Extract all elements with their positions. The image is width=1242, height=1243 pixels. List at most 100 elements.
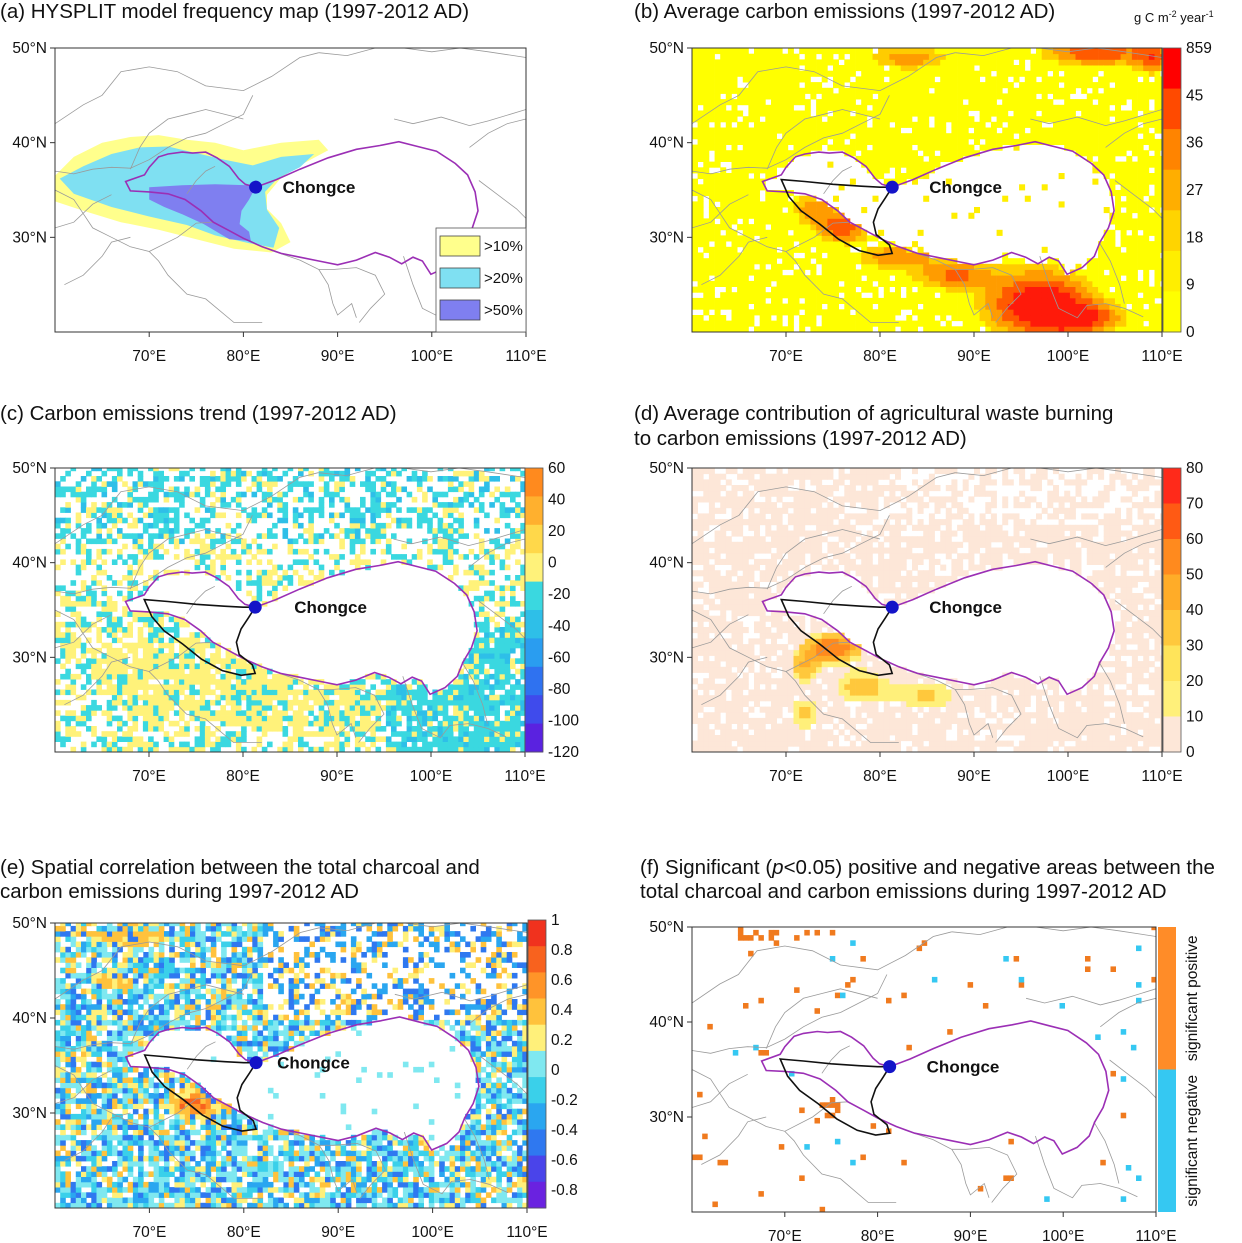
colorbar-segment [1163, 88, 1181, 130]
country-border [692, 1069, 897, 1203]
legend-label: >20% [484, 270, 523, 287]
site-label: Chongce [929, 178, 1002, 197]
lon-tick-label: 110°E [506, 1224, 547, 1241]
country-border [879, 657, 1022, 743]
country-border [64, 1112, 131, 1161]
legend-swatch [439, 267, 481, 289]
country-border [55, 194, 112, 229]
country-border [1100, 997, 1156, 1028]
country-border [242, 657, 385, 743]
colorbar-segment [528, 972, 546, 1000]
country-border [318, 1145, 358, 1194]
colorbar-segment [528, 1024, 546, 1052]
country-border [64, 656, 131, 706]
colorbar-tick-label: 20 [1186, 673, 1204, 690]
lon-tick-label: 80°E [861, 1228, 895, 1243]
country-border [701, 1116, 767, 1165]
colorbar-tick-label: 20 [548, 523, 566, 540]
colorbar-tick-label: 40 [548, 492, 566, 509]
country-border [55, 472, 319, 545]
country-border [318, 269, 357, 318]
map-frame [691, 926, 1157, 1213]
country-border [1098, 661, 1125, 724]
lon-tick-label: 90°E [957, 768, 991, 785]
colorbar-tick-label: 1 [551, 912, 560, 929]
country-border [1039, 256, 1144, 319]
colorbar-segment [528, 1077, 546, 1104]
country-border [394, 984, 527, 1002]
country-border [701, 236, 768, 286]
colorbar-tick-label: 9 [1186, 277, 1195, 294]
colorbar-tick-label: -100 [548, 712, 579, 729]
country-border [186, 585, 215, 615]
lon-tick-label: 110°E [1141, 348, 1182, 365]
lat-tick-label: 30°N [649, 1109, 684, 1126]
country-border [469, 118, 526, 148]
chongce-site-marker [885, 600, 899, 614]
lon-tick-label: 90°E [321, 1224, 355, 1241]
chongce-site-marker [249, 1056, 263, 1070]
colorbar-segment [1163, 574, 1181, 611]
country-border [461, 661, 488, 724]
colorbar-tick-label: 36 [1186, 135, 1203, 152]
lon-tick-label: 100°E [1047, 348, 1089, 365]
colorbar-tick-label: -0.6 [551, 1152, 578, 1169]
lat-tick-label: 50°N [649, 460, 684, 477]
significant-positive-label: significant positive [1184, 935, 1201, 1061]
lon-tick-label: 90°E [320, 768, 354, 785]
colorbar-segment [1163, 250, 1181, 292]
country-border [317, 689, 357, 738]
colorbar-segment [1163, 681, 1181, 717]
lat-tick-label: 50°N [12, 40, 47, 57]
lon-tick-label: 80°E [227, 1224, 261, 1241]
lat-tick-label: 50°N [12, 460, 47, 477]
country-border [463, 1117, 490, 1180]
country-border [951, 927, 1156, 937]
colorbar-tick-label: -0.4 [551, 1122, 578, 1139]
country-border [955, 468, 1162, 478]
colorbar-segment [525, 610, 543, 639]
colorbar-segment [528, 1155, 546, 1183]
country-border [470, 993, 527, 1024]
country-border [701, 656, 768, 706]
country-border [692, 974, 888, 1054]
country-border [64, 236, 131, 286]
country-border [877, 1117, 1018, 1203]
lon-tick-label: 70°E [133, 1224, 167, 1241]
panel-d-title: (d) Average contribution of agricultural… [634, 402, 1113, 425]
colorbar-segment [528, 998, 546, 1026]
colorbar-segment [525, 723, 543, 753]
colorbar-tick-label: -40 [548, 618, 571, 635]
lon-tick-label: 110°E [505, 348, 546, 365]
country-border [243, 237, 386, 323]
colorbar-segment [1163, 539, 1181, 575]
legend-swatch [439, 299, 481, 321]
lon-tick-label: 70°E [132, 768, 166, 785]
country-border [478, 180, 526, 219]
map-frame [691, 47, 1163, 333]
country-border [55, 95, 254, 175]
country-border [692, 931, 952, 1004]
country-border [1039, 676, 1144, 739]
colorbar-segment [525, 695, 543, 725]
lon-tick-label: 100°E [411, 348, 453, 365]
colorbar-tick-label: 18 [1186, 229, 1203, 246]
country-border [149, 1097, 214, 1128]
colorbar-tick-label: 60 [548, 460, 566, 477]
panel-c-map [55, 468, 525, 752]
colorbar-segment [528, 1050, 546, 1078]
site-label: Chongce [294, 598, 367, 617]
colorbar-segment [525, 666, 543, 696]
lat-tick-label: 40°N [12, 555, 47, 572]
colorbar-tick-label: -120 [548, 744, 579, 761]
panel-a-map [55, 48, 526, 323]
site-label: Chongce [929, 598, 1002, 617]
panel-f-title: total charcoal and carbon emissions duri… [640, 880, 1167, 903]
country-border [766, 109, 881, 170]
country-border [1026, 988, 1156, 1006]
panel-e-map [55, 923, 527, 1208]
lat-tick-label: 30°N [12, 649, 47, 666]
country-border [692, 95, 890, 175]
lat-tick-label: 40°N [12, 1010, 47, 1027]
